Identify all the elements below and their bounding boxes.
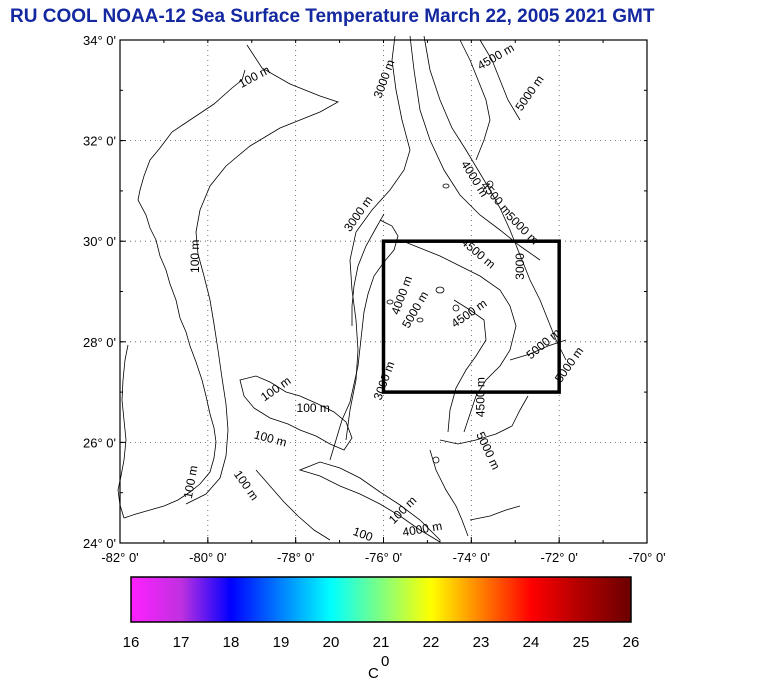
contour-label: 100 m [231,468,262,503]
contour-4000m [423,35,567,361]
lon-tick-label: -80° 0' [189,550,226,565]
contour-3000m-b [409,35,541,261]
colorbar-unit: C [368,665,379,680]
colorbar-tick-label: 24 [523,634,540,651]
colorbar-tick-label: 20 [323,634,340,651]
colorbar-tick-label: 25 [573,634,590,651]
contour-5000m-b [439,395,529,445]
seamount [416,317,424,323]
contour-label: 5000 m [524,326,564,362]
contour-label: 4000 m [401,519,443,540]
lon-tick-label: -76° 0' [365,550,402,565]
colorbar-unit-superscript: 0 [381,653,389,670]
contour-label: 3000 m [371,359,398,401]
map-title: RU COOL NOAA-12 Sea Surface Temperature … [10,6,655,27]
colorbar-tick-label: 17 [173,634,190,651]
contour-southern [429,449,469,537]
seamount [386,299,394,305]
seamount [435,286,445,294]
bahamas-banks [239,375,353,451]
colorbar-tick-label: 16 [123,634,140,651]
colorbar-tick-label: 19 [273,634,290,651]
bank-shelf [255,469,331,541]
axis-ticks: -82° 0' -80° 0' -78° 0' -76° 0' -74° 0' -72° … [83,33,666,565]
contour-label: 100 m [181,464,201,499]
contour-label: 4500 m [474,377,488,417]
contour-label: 3000 [513,253,527,280]
contour-4500m [459,39,491,161]
seamount [442,183,450,189]
study-area-box [381,239,561,394]
contour-label: 100 m [386,493,419,526]
colorbar-ticks: 16 17 18 19 20 21 22 23 24 25 26 [123,634,640,651]
lat-tick-label: 34° 0' [83,33,116,48]
contour-label: 5000 m [473,430,503,472]
lat-tick-label: 32° 0' [83,134,116,149]
colorbar-tick-label: 21 [373,634,390,651]
contour-label: 100 m [188,240,202,273]
lon-tick-label: -78° 0' [277,550,314,565]
colorbar [130,576,632,623]
colorbar-tick-label: 18 [223,634,240,651]
contour-label: 3000 m [371,58,398,100]
contour-5000m [447,299,487,433]
colorbar-tick-label: 22 [423,634,440,651]
contour-label: 5000 m [552,344,586,385]
contour-label: 100 [351,524,375,544]
gulf-coastline [117,344,129,519]
lat-tick-label: 26° 0' [83,435,116,450]
contour-label: 3000 m [341,193,375,234]
seamount [452,304,460,312]
seamount [486,180,494,188]
lon-tick-label: -74° 0' [453,550,490,565]
contour-label: 4500 m [449,296,490,330]
colorbar-tick-label: 23 [473,634,490,651]
lat-tick-label: 30° 0' [83,234,116,249]
lon-tick-label: -70° 0' [628,550,665,565]
contour-label: 4500 m [475,41,517,73]
lon-tick-label: -72° 0' [541,550,578,565]
contour-label: 100 m [252,427,288,449]
contour-label: 100 m [236,63,272,91]
contour-4500m-b [479,39,521,121]
lon-tick-label: -82° 0' [101,550,138,565]
contour-4500m-c [399,239,517,433]
contour-label: 100 m [297,401,330,415]
contour-100m [185,44,339,505]
contour-escarpment-b [351,213,385,326]
coastline [123,69,246,519]
contour-label: 5000 m [512,73,546,114]
contour-label: 100 m [258,374,293,405]
contour-southern-b [469,505,521,521]
contour-escarpment [329,219,399,461]
seamount [432,456,440,464]
lat-tick-label: 28° 0' [83,335,116,350]
contour-5000m-c [509,339,567,361]
bahamas-south [298,461,441,543]
colorbar-tick-label: 26 [623,634,640,651]
lat-tick-label: 24° 0' [83,536,116,551]
contour-3000m [345,35,411,441]
